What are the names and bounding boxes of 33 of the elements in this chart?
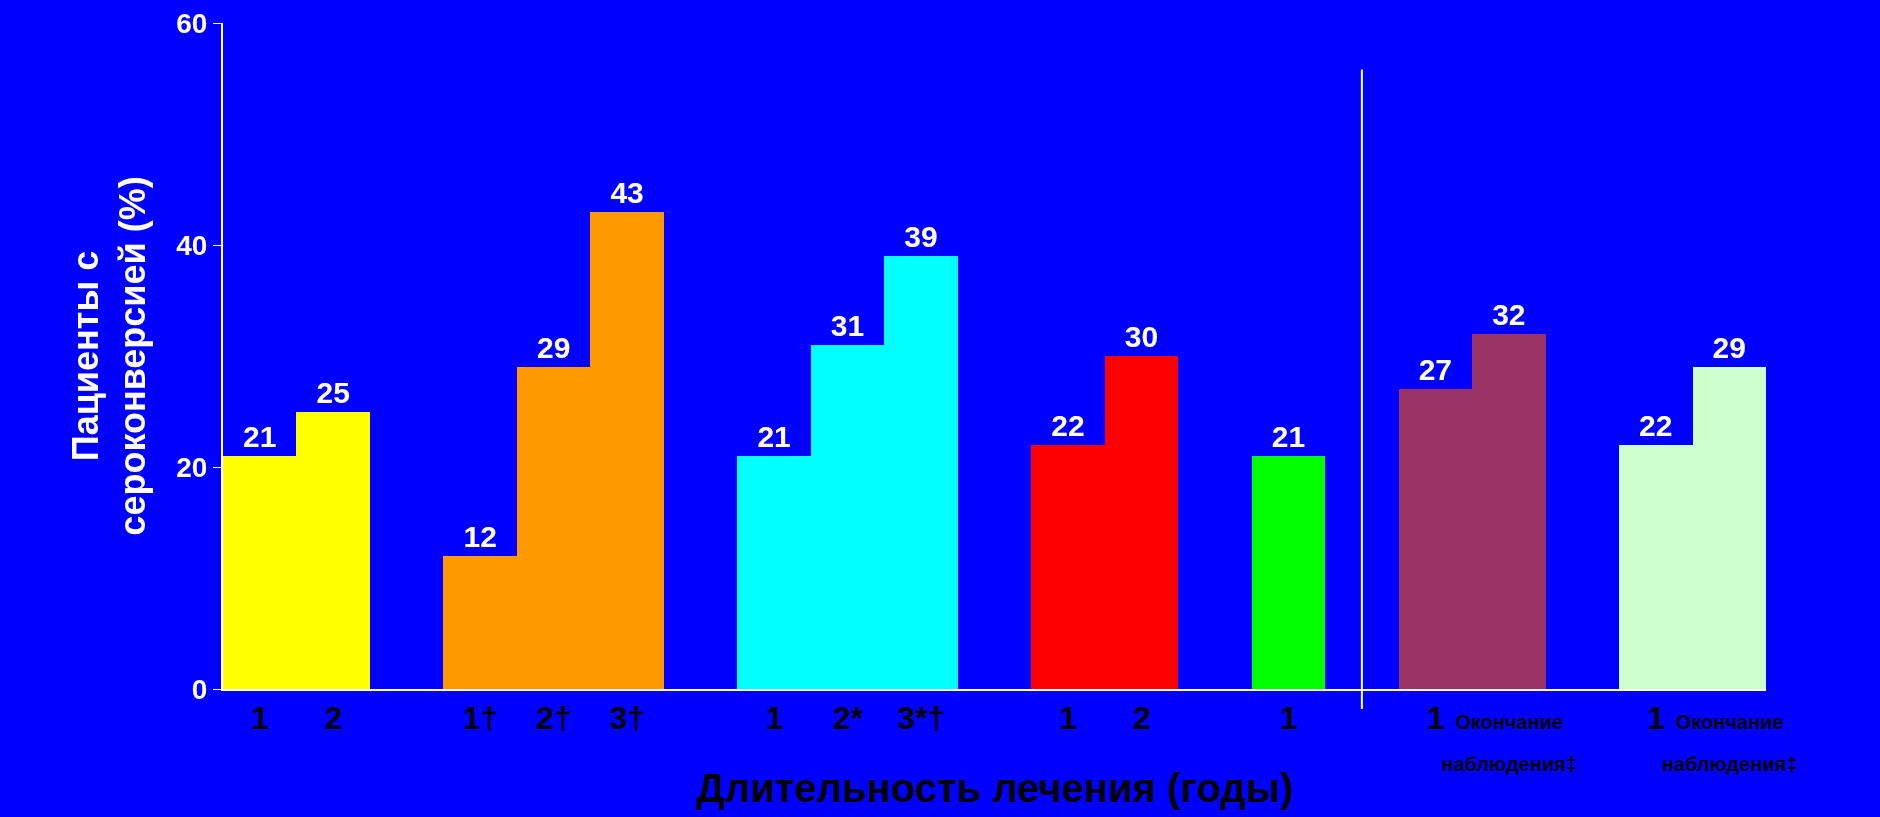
- y-axis-title: Пациенты с сероконверсией (%): [64, 176, 153, 536]
- data-label: 30: [1124, 320, 1159, 353]
- x-axis-title: Длительность лечения (годы): [696, 766, 1293, 810]
- data-label: 12: [463, 519, 497, 553]
- x-tick-label: 3*†: [897, 700, 946, 737]
- x-tick-label: 1: [1279, 700, 1298, 737]
- data-label: 22: [1639, 408, 1673, 442]
- y-tick-label: 20: [176, 451, 208, 483]
- data-label: 29: [536, 331, 571, 365]
- x-tick-label: 1: [250, 700, 269, 737]
- data-label: 31: [830, 308, 865, 342]
- x-tick-label: 3†: [609, 700, 645, 737]
- x-tick-label: 1: [1059, 700, 1077, 737]
- data-label: 27: [1418, 353, 1453, 387]
- x-tick-label: 2†: [535, 700, 572, 737]
- data-label: 21: [1271, 419, 1306, 453]
- x-tick-label: 2: [1132, 700, 1151, 737]
- y-tick-label: 60: [176, 7, 208, 39]
- x-tick-label: 2*: [832, 700, 864, 737]
- y-tick-label: 0: [191, 673, 208, 705]
- x-tick-label: 2: [324, 700, 343, 737]
- data-label: 21: [757, 419, 791, 453]
- y-tick-label: 40: [176, 229, 208, 261]
- data-label: 25: [316, 375, 350, 409]
- data-label: 43: [610, 175, 644, 209]
- data-label: 29: [1712, 331, 1746, 365]
- data-label: 21: [243, 419, 277, 453]
- bar: [1251, 455, 1326, 689]
- data-label: 22: [1051, 408, 1085, 442]
- x-tick-label: 1†: [462, 700, 498, 737]
- data-label: 39: [904, 220, 938, 254]
- data-label: 32: [1492, 297, 1526, 331]
- x-tick-label: 1: [765, 700, 783, 737]
